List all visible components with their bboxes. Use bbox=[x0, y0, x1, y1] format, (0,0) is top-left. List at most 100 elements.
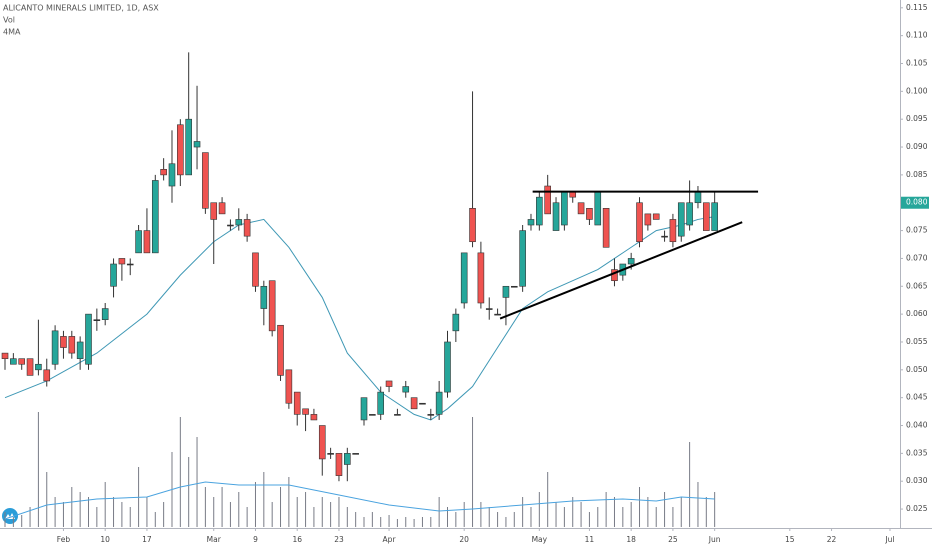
x-tick-label: 22 bbox=[827, 535, 837, 544]
logo-badge[interactable] bbox=[2, 508, 18, 524]
candle-body bbox=[168, 163, 176, 187]
chart-title: ALICANTO MINERALS LIMITED, 1D, ASX bbox=[3, 4, 159, 13]
candle-body bbox=[703, 202, 710, 231]
candle-body bbox=[627, 258, 635, 265]
candle-body bbox=[485, 308, 493, 310]
candle-body bbox=[477, 252, 485, 304]
y-tick-label: 0.085 bbox=[906, 170, 928, 179]
candle-body bbox=[1, 352, 9, 359]
candle-body bbox=[76, 341, 84, 359]
candle-body bbox=[494, 313, 501, 316]
candle-body bbox=[469, 208, 476, 243]
candle-body bbox=[594, 191, 602, 226]
logo-glyph bbox=[5, 513, 15, 519]
candle-body bbox=[327, 453, 334, 455]
candle-body bbox=[602, 208, 610, 248]
y-tick-label: 0.035 bbox=[906, 448, 928, 457]
x-tick-label: 20 bbox=[459, 535, 469, 544]
y-tick-label: 0.090 bbox=[906, 142, 928, 151]
candles bbox=[1, 52, 718, 482]
y-tick-label: 0.115 bbox=[906, 3, 928, 12]
x-tick-label: 23 bbox=[334, 535, 344, 544]
x-tick-label: Jul bbox=[884, 535, 894, 544]
candle-body bbox=[435, 391, 443, 415]
candle-body bbox=[85, 313, 92, 365]
x-tick-label: Jun bbox=[708, 535, 721, 544]
y-tick-label: 0.045 bbox=[906, 393, 928, 402]
y-tick-label: 0.040 bbox=[906, 421, 928, 430]
volume-ma-line bbox=[4, 481, 715, 520]
last-price-label: 0.080 bbox=[906, 198, 928, 207]
x-tick-label: 10 bbox=[100, 535, 110, 544]
candle-body bbox=[110, 263, 117, 287]
candle-body bbox=[51, 330, 59, 365]
y-tick-label: 0.075 bbox=[906, 226, 928, 235]
candle-body bbox=[252, 252, 259, 287]
candle-body bbox=[210, 202, 218, 220]
candle-body bbox=[310, 414, 318, 421]
candle-body bbox=[444, 341, 451, 393]
candle-body bbox=[43, 369, 51, 382]
x-tick-label: 9 bbox=[253, 535, 258, 544]
candle-body bbox=[410, 397, 418, 410]
candle-body bbox=[293, 391, 301, 415]
candle-body bbox=[10, 358, 17, 365]
candle-body bbox=[318, 425, 326, 460]
candle-body bbox=[60, 336, 67, 348]
candle-body bbox=[502, 285, 510, 298]
candle-body bbox=[419, 402, 426, 405]
volume-pane bbox=[4, 412, 716, 527]
candle-body bbox=[677, 202, 685, 237]
candle-body bbox=[385, 380, 393, 387]
candle-body bbox=[586, 208, 593, 220]
candle-body bbox=[694, 191, 702, 204]
candle-body bbox=[636, 202, 643, 243]
candle-body bbox=[394, 414, 401, 416]
y-tick-label: 0.095 bbox=[906, 114, 928, 123]
candle-body bbox=[185, 118, 192, 176]
candle-body bbox=[377, 391, 385, 415]
candle-body bbox=[344, 453, 351, 465]
y-tick-label: 0.060 bbox=[906, 309, 928, 318]
candle-body bbox=[26, 358, 34, 376]
candle-body bbox=[126, 263, 134, 266]
candle-body bbox=[661, 235, 668, 238]
candle-body bbox=[352, 453, 359, 455]
candle-body bbox=[118, 258, 126, 265]
tradingview-logo[interactable] bbox=[2, 508, 18, 524]
candle-body bbox=[143, 230, 151, 254]
x-tick-label: Apr bbox=[383, 535, 397, 544]
x-tick-label: Mar bbox=[207, 535, 222, 544]
candle-body bbox=[519, 230, 526, 287]
x-tick-label: 16 bbox=[292, 535, 302, 544]
candle-body bbox=[135, 230, 142, 254]
candle-body bbox=[302, 408, 309, 415]
candle-body bbox=[427, 414, 435, 416]
candle-body bbox=[243, 219, 251, 237]
y-tick-label: 0.110 bbox=[906, 31, 928, 40]
candle-body bbox=[335, 453, 343, 476]
last-price-box bbox=[901, 196, 929, 209]
candle-body bbox=[151, 180, 159, 254]
candle-body bbox=[527, 219, 535, 226]
candle-body bbox=[711, 202, 718, 231]
candle-body bbox=[669, 219, 677, 243]
candle-body bbox=[18, 358, 26, 365]
candle-body bbox=[452, 313, 460, 332]
x-tick-label: 11 bbox=[585, 535, 595, 544]
candle-body bbox=[202, 152, 209, 209]
y-tick-label: 0.065 bbox=[906, 281, 928, 290]
ma-line bbox=[4, 216, 715, 421]
y-tick-label: 0.105 bbox=[906, 58, 928, 67]
candle-body bbox=[260, 285, 268, 309]
candle-body bbox=[360, 397, 368, 421]
x-tick-label: 15 bbox=[785, 535, 795, 544]
candle-body bbox=[101, 308, 109, 320]
candle-body bbox=[510, 285, 518, 288]
candle-body bbox=[460, 252, 468, 304]
candle-body bbox=[177, 124, 184, 176]
candle-body bbox=[268, 280, 276, 332]
candle-body bbox=[686, 202, 693, 226]
